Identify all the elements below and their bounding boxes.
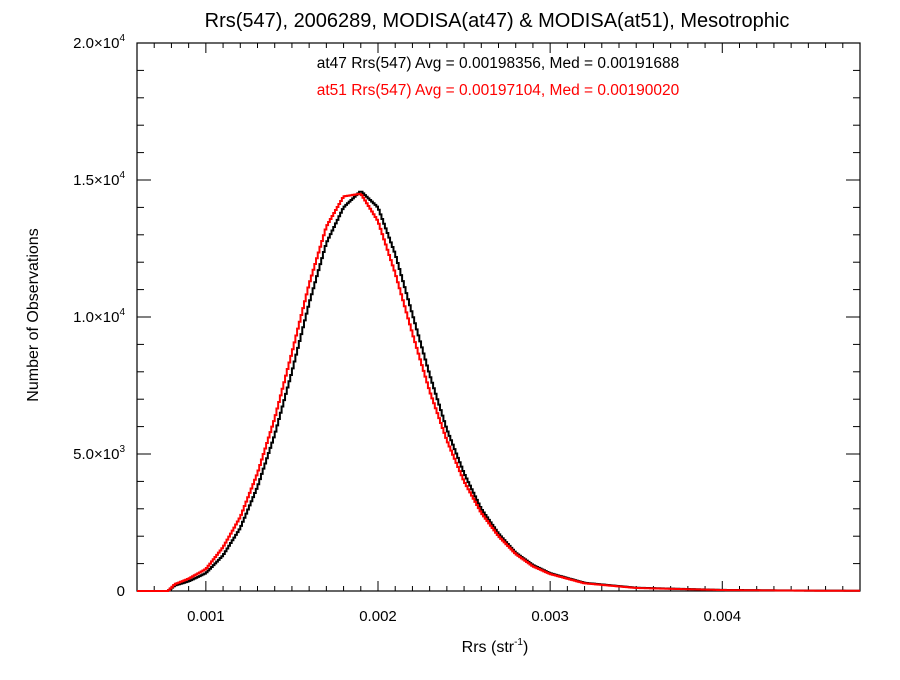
axis-ticks (137, 42, 861, 592)
y-tick-label: 1.5×104 (73, 170, 125, 189)
y-tick-label: 5.0×103 (73, 444, 125, 463)
annotation-at47: at47 Rrs(547) Avg = 0.00198356, Med = 0.… (317, 55, 680, 72)
x-tick-label: 0.002 (359, 608, 397, 625)
chart-title: Rrs(547), 2006289, MODISA(at47) & MODISA… (205, 10, 790, 32)
y-tick-labels: 0 5.0×103 1.0×104 1.5×104 2.0×104 (73, 33, 125, 600)
y-tick-label: 2.0×104 (73, 33, 125, 52)
plot-frame (136, 42, 861, 592)
y-tick-label: 1.0×104 (73, 307, 125, 326)
x-tick-label: 0.004 (704, 608, 742, 625)
x-axis-label: Rrs (str-1) (462, 637, 529, 656)
y-tick-label: 0 (117, 583, 125, 600)
x-tick-label: 0.003 (531, 608, 569, 625)
series-lines (137, 190, 860, 592)
x-tick-labels: 0.001 0.002 0.003 0.004 (187, 608, 741, 625)
x-tick-label: 0.001 (187, 608, 225, 625)
series-at51-line (137, 192, 860, 592)
x-axis-label-main: Rrs (str (462, 639, 515, 656)
annotation-at51: at51 Rrs(547) Avg = 0.00197104, Med = 0.… (317, 82, 680, 99)
x-axis-label-sup: -1 (514, 637, 523, 648)
x-axis-label-end: ) (523, 639, 528, 656)
y-axis-label: Number of Observations (25, 228, 42, 401)
series-at47-line (137, 190, 860, 592)
